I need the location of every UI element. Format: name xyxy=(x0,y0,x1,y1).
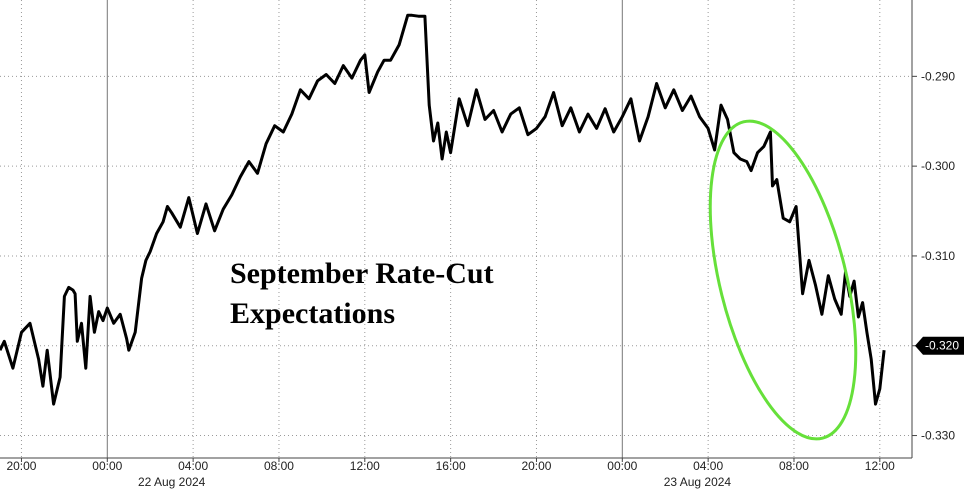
x-tick-label: 00:00 xyxy=(92,459,122,473)
highlight-ellipse xyxy=(708,119,858,441)
y-axis: -0.290-0.300-0.310-0.320-0.330 xyxy=(911,0,955,458)
last-value-tag: -0.320 xyxy=(915,336,964,355)
series-line xyxy=(0,13,886,406)
x-tick-label: 08:00 xyxy=(264,459,294,473)
x-tick-label: 04:00 xyxy=(693,459,723,473)
y-tick-label: -0.310 xyxy=(921,249,955,263)
x-tick-label: 20:00 xyxy=(521,459,551,473)
last-value-marker xyxy=(915,336,964,355)
y-tick-label: -0.290 xyxy=(921,69,955,83)
annotation-line-1: September Rate-Cut xyxy=(230,257,494,290)
x-tick-label: 08:00 xyxy=(779,459,809,473)
x-tick-label: 12:00 xyxy=(865,459,895,473)
y-tick-label: -0.330 xyxy=(921,429,955,443)
x-tick-label: 12:00 xyxy=(350,459,380,473)
x-date-label: 23 Aug 2024 xyxy=(664,475,732,489)
y-tick-label: -0.300 xyxy=(921,159,955,173)
x-date-label: 22 Aug 2024 xyxy=(138,475,206,489)
last-value-label: -0.320 xyxy=(925,339,959,353)
x-tick-label: 20:00 xyxy=(6,459,36,473)
series-group xyxy=(0,13,886,406)
x-tick-label: 04:00 xyxy=(178,459,208,473)
x-tick-label: 00:00 xyxy=(607,459,637,473)
x-tick-label: 16:00 xyxy=(436,459,466,473)
grid xyxy=(0,0,912,458)
annotation-line-2: Expectations xyxy=(230,297,395,330)
x-axis: 20:00 00:00 04:00 08:00 12:00 16:00 20:00 00:00… xyxy=(0,457,912,489)
